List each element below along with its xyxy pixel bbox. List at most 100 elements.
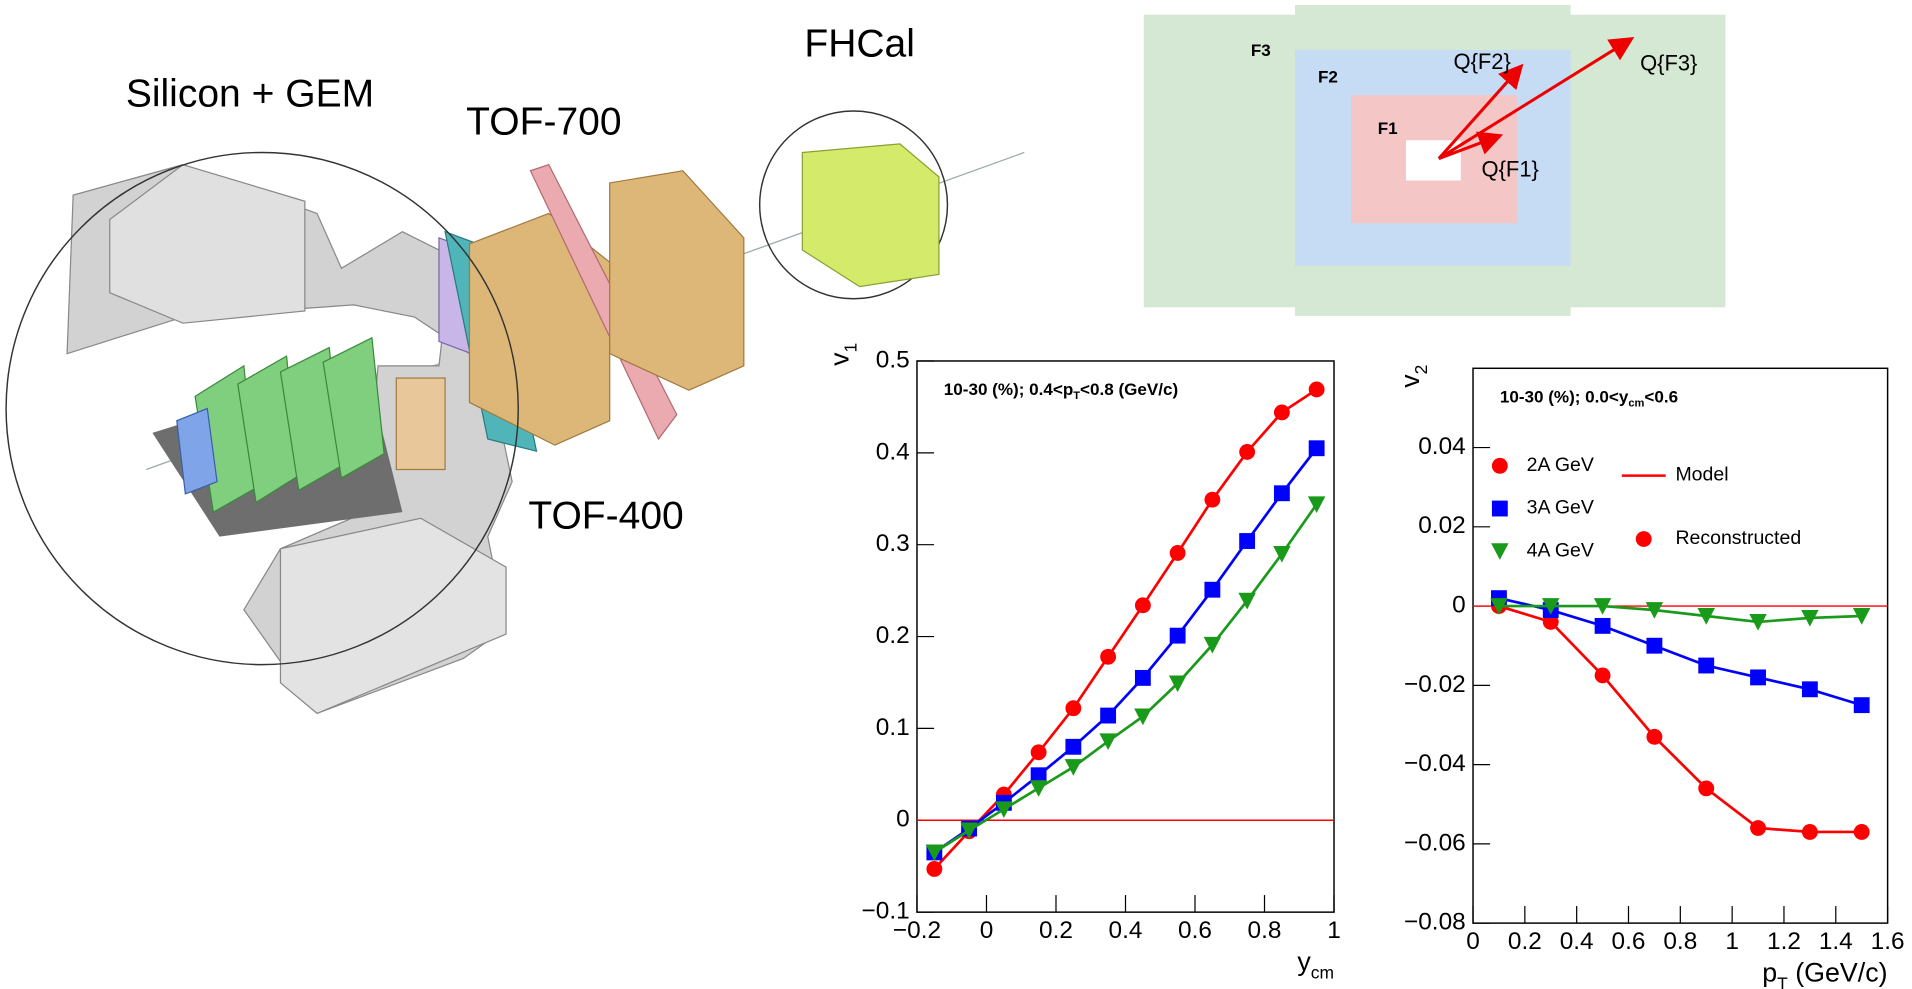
marker	[1030, 767, 1047, 784]
marker	[1273, 404, 1290, 421]
x-tick-label: 0	[980, 917, 994, 944]
marker	[1273, 545, 1291, 563]
marker	[1542, 598, 1560, 615]
marker	[1100, 707, 1117, 724]
x-axis-label-part: (GeV/c)	[1788, 957, 1888, 987]
marker	[1635, 531, 1652, 547]
legend-label: Model	[1675, 464, 1728, 486]
x-tick-label: 1.4	[1819, 928, 1853, 955]
legend-label: 4A GeV	[1527, 539, 1594, 561]
flow-vector	[1438, 37, 1635, 160]
y-tick-label: 0.02	[1418, 512, 1465, 539]
gem-modules	[194, 336, 385, 514]
y-tick-label: 0	[896, 806, 910, 833]
plot-frame	[1472, 367, 1889, 924]
marker	[1308, 381, 1325, 398]
y-axis-label: v2	[1395, 365, 1431, 388]
marker	[925, 844, 944, 862]
marker	[1273, 485, 1290, 502]
y-tick-label: 0	[1452, 592, 1466, 619]
annotation-part: T	[1073, 390, 1080, 402]
marker	[1491, 543, 1509, 560]
y-axis-label-part: v	[824, 352, 854, 366]
marker	[1490, 598, 1508, 615]
tof-700-wall	[468, 212, 611, 446]
y-tick-label: −0.02	[1404, 671, 1466, 698]
vector-label: Q{F2}	[1454, 49, 1511, 74]
region-label: F1	[1378, 119, 1398, 138]
marker	[1749, 614, 1767, 631]
model-line	[933, 388, 1318, 870]
vector-label: Q{F3}	[1640, 50, 1697, 75]
beam-hole	[1405, 140, 1461, 181]
x-tick-label: 1	[1725, 928, 1739, 955]
marker	[1801, 824, 1818, 840]
annotation: 10-30 (%); 0.0<ycm<0.6	[1500, 387, 1678, 409]
y-axis-label-part: 1	[840, 343, 860, 353]
x-tick-label: 0.8	[1248, 917, 1282, 944]
detector-label: TOF-700	[466, 101, 621, 144]
x-tick-label: −0.2	[893, 917, 941, 944]
marker	[1750, 669, 1766, 686]
plot-frame	[916, 360, 1335, 913]
y-tick-label: −0.1	[862, 898, 910, 925]
marker	[1134, 597, 1151, 614]
region-label: F3	[1251, 41, 1271, 60]
flow-vector	[1438, 131, 1504, 160]
detector-drawing: Silicon + GEM TOF-700 FHCal TOF-400	[5, 23, 1025, 715]
marker	[1698, 780, 1715, 797]
marker	[1099, 733, 1117, 750]
marker	[995, 801, 1013, 818]
annotation-part: 10-30 (%); 0.0<y	[1500, 387, 1629, 406]
x-tick-label: 0	[1466, 928, 1480, 955]
annotation-part: 10-30 (%); 0.4<p	[944, 380, 1073, 399]
marker	[1750, 820, 1766, 836]
marker	[1238, 592, 1256, 610]
marker	[1853, 824, 1870, 840]
model-line	[1498, 604, 1862, 834]
marker	[1801, 610, 1819, 627]
model-line	[1498, 596, 1863, 707]
marker	[1593, 598, 1612, 615]
y-tick-label: −0.08	[1404, 909, 1466, 936]
marker	[1491, 457, 1508, 474]
marker	[1169, 627, 1186, 644]
fhcal	[801, 143, 940, 288]
x-axis-label-part: y	[1297, 946, 1311, 976]
model-line	[933, 447, 1318, 854]
marker	[1594, 667, 1611, 684]
magnet-yoke	[279, 517, 507, 715]
marker	[1853, 697, 1870, 714]
marker	[1801, 681, 1818, 698]
marker	[960, 822, 978, 840]
x-tick-label: 0.4	[1109, 917, 1143, 944]
silicon	[176, 407, 218, 495]
flow-vector	[1437, 63, 1524, 160]
y-tick-label: 0.04	[1418, 433, 1465, 460]
annotation: 10-30 (%); 0.4<pT<0.8 (GeV/c)	[944, 380, 1178, 402]
y-tick-label: −0.06	[1404, 829, 1466, 856]
detector-label: FHCal	[804, 23, 915, 66]
annotation-part: <0.8 (GeV/c)	[1080, 380, 1178, 399]
x-tick-label: 1	[1327, 917, 1341, 944]
x-axis-label-part: T	[1777, 973, 1788, 989]
detector-label: Silicon + GEM	[126, 73, 374, 116]
marker	[1645, 602, 1664, 619]
marker	[1239, 443, 1256, 460]
marker	[1030, 744, 1047, 761]
y-axis-label-part: v	[1395, 374, 1425, 388]
marker	[1646, 728, 1663, 745]
annotation-part: cm	[1628, 397, 1644, 409]
y-axis-label-part: 2	[1411, 365, 1431, 375]
calorimeter	[395, 377, 446, 471]
legend-label: 2A GeV	[1527, 454, 1594, 476]
x-tick-label: 1.2	[1767, 928, 1801, 955]
x-tick-label: 0.6	[1178, 917, 1212, 944]
marker	[926, 861, 943, 877]
marker	[1134, 669, 1151, 686]
marker	[1646, 637, 1663, 654]
marker	[1029, 780, 1048, 797]
marker	[1065, 700, 1082, 717]
x-tick-label: 0.4	[1560, 928, 1594, 955]
